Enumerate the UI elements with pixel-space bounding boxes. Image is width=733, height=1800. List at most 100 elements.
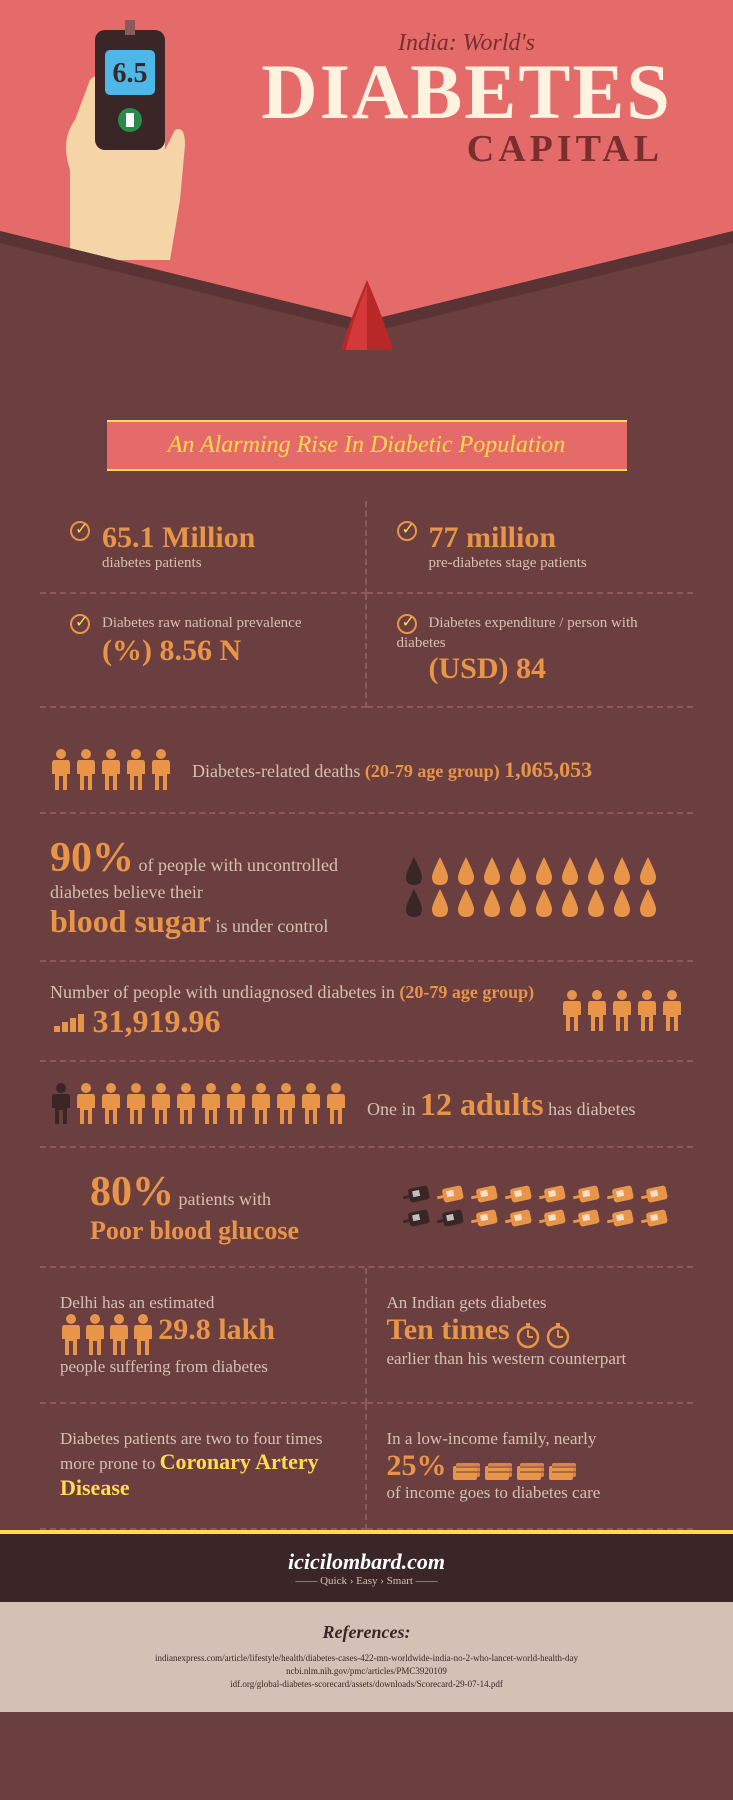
- drop-icon: [585, 857, 607, 885]
- money-icons: [451, 1460, 577, 1482]
- glucometer-small-icon: [437, 1209, 467, 1229]
- glucometer-small-icon: [539, 1209, 569, 1229]
- header: 6.5 India: World's DIABETES CAPITAL: [0, 0, 733, 350]
- person-icon: [60, 1313, 82, 1357]
- person-icon: [125, 1082, 147, 1126]
- glucose-row: 80% patients with Poor blood glucose: [40, 1148, 693, 1268]
- drop-icon: [481, 857, 503, 885]
- drop-icon: [455, 857, 477, 885]
- drop-icon: [481, 889, 503, 917]
- check-icon: [397, 614, 417, 634]
- drop-icon: [559, 889, 581, 917]
- blood-drop-icon: [317, 280, 417, 350]
- drop-icon: [533, 889, 555, 917]
- stopwatch-icon: [544, 1321, 572, 1349]
- glucometer-small-icon: [573, 1185, 603, 1205]
- person-icon: [225, 1082, 247, 1126]
- person-icon: [132, 1313, 154, 1357]
- person-icon: [75, 1082, 97, 1126]
- drop-icon: [585, 889, 607, 917]
- glucometer-icon: 6.5: [30, 20, 210, 260]
- glucometer-small-icon: [437, 1185, 467, 1205]
- drop-icon: [611, 857, 633, 885]
- stats-grid: 65.1 Million diabetes patients 77 millio…: [40, 501, 693, 708]
- meter-reading: 6.5: [113, 58, 148, 89]
- undiagnosed-row: Number of people with undiagnosed diabet…: [40, 962, 693, 1062]
- person-icon: [300, 1082, 322, 1126]
- deaths-row: Diabetes-related deaths (20-79 age group…: [40, 728, 693, 814]
- glucometer-small-icon: [641, 1185, 671, 1205]
- glucometer-small-icon: [471, 1185, 501, 1205]
- coronary-cell: Diabetes patients are two to four times …: [40, 1404, 367, 1530]
- people-icons: [60, 1313, 154, 1357]
- person-icon: [325, 1082, 347, 1126]
- income-cell: In a low-income family, nearly 25% of in…: [367, 1404, 694, 1530]
- stat-expenditure: Diabetes expenditure / person with diabe…: [367, 594, 694, 708]
- check-icon: [70, 614, 90, 634]
- person-icon: [561, 989, 583, 1033]
- check-icon: [397, 521, 417, 541]
- glucometer-small-icon: [539, 1185, 569, 1205]
- person-icon: [84, 1313, 106, 1357]
- person-icon: [50, 1082, 72, 1126]
- infographic-container: 6.5 India: World's DIABETES CAPITAL An A…: [0, 0, 733, 1712]
- person-icon: [125, 748, 147, 792]
- tentimes-cell: An Indian gets diabetes Ten times earlie…: [367, 1268, 694, 1404]
- person-icon: [250, 1082, 272, 1126]
- drop-icon: [403, 889, 425, 917]
- stat-prevalence: Diabetes raw national prevalence (%) 8.5…: [40, 594, 367, 708]
- glucometer-small-icon: [403, 1209, 433, 1229]
- main-content: An Alarming Rise In Diabetic Population …: [0, 350, 733, 1530]
- drop-icon: [559, 857, 581, 885]
- person-icon: [661, 989, 683, 1033]
- glucometer-small-icon: [607, 1185, 637, 1205]
- adults-row: One in 12 adults has diabetes: [40, 1062, 693, 1148]
- money-icon: [547, 1460, 577, 1482]
- drop-icon: [637, 889, 659, 917]
- people-icons: [50, 1082, 347, 1126]
- person-icon: [75, 748, 97, 792]
- money-icon: [515, 1460, 545, 1482]
- section-banner: An Alarming Rise In Diabetic Population: [107, 420, 627, 471]
- people-icons: [50, 748, 172, 792]
- people-icons: [561, 989, 683, 1033]
- bottom-grid: Delhi has an estimated 29.8 lakh people …: [40, 1268, 693, 1530]
- money-icon: [451, 1460, 481, 1482]
- person-icon: [50, 748, 72, 792]
- drop-icon: [507, 889, 529, 917]
- drop-icon: [429, 889, 451, 917]
- person-icon: [636, 989, 658, 1033]
- person-icon: [150, 748, 172, 792]
- drop-icons: [403, 857, 683, 917]
- glucometer-small-icon: [505, 1185, 535, 1205]
- person-icon: [100, 748, 122, 792]
- person-icon: [275, 1082, 297, 1126]
- person-icon: [100, 1082, 122, 1126]
- glucometer-small-icon: [573, 1209, 603, 1229]
- person-icon: [200, 1082, 222, 1126]
- person-icon: [108, 1313, 130, 1357]
- glucometer-small-icon: [471, 1209, 501, 1229]
- money-icon: [483, 1460, 513, 1482]
- check-icon: [70, 521, 90, 541]
- bars-icon: [54, 1014, 84, 1032]
- stat-prediabetes: 77 million pre-diabetes stage patients: [367, 501, 694, 594]
- stat-patients: 65.1 Million diabetes patients: [40, 501, 367, 594]
- stopwatch-icon: [514, 1321, 542, 1349]
- person-icon: [175, 1082, 197, 1126]
- drop-icon: [533, 857, 555, 885]
- person-icon: [150, 1082, 172, 1126]
- meter-icons: [403, 1185, 683, 1229]
- drop-icon: [455, 889, 477, 917]
- glucometer-small-icon: [505, 1209, 535, 1229]
- blood-sugar-row: 90% of people with uncontrolled diabetes…: [40, 814, 693, 962]
- header-maintitle: DIABETES: [230, 57, 703, 127]
- drop-icon: [507, 857, 529, 885]
- clock-icons: [514, 1321, 572, 1349]
- glucometer-small-icon: [607, 1209, 637, 1229]
- drop-icon: [429, 857, 451, 885]
- drop-icon: [403, 857, 425, 885]
- glucometer-small-icon: [641, 1209, 671, 1229]
- person-icon: [586, 989, 608, 1033]
- drop-icon: [611, 889, 633, 917]
